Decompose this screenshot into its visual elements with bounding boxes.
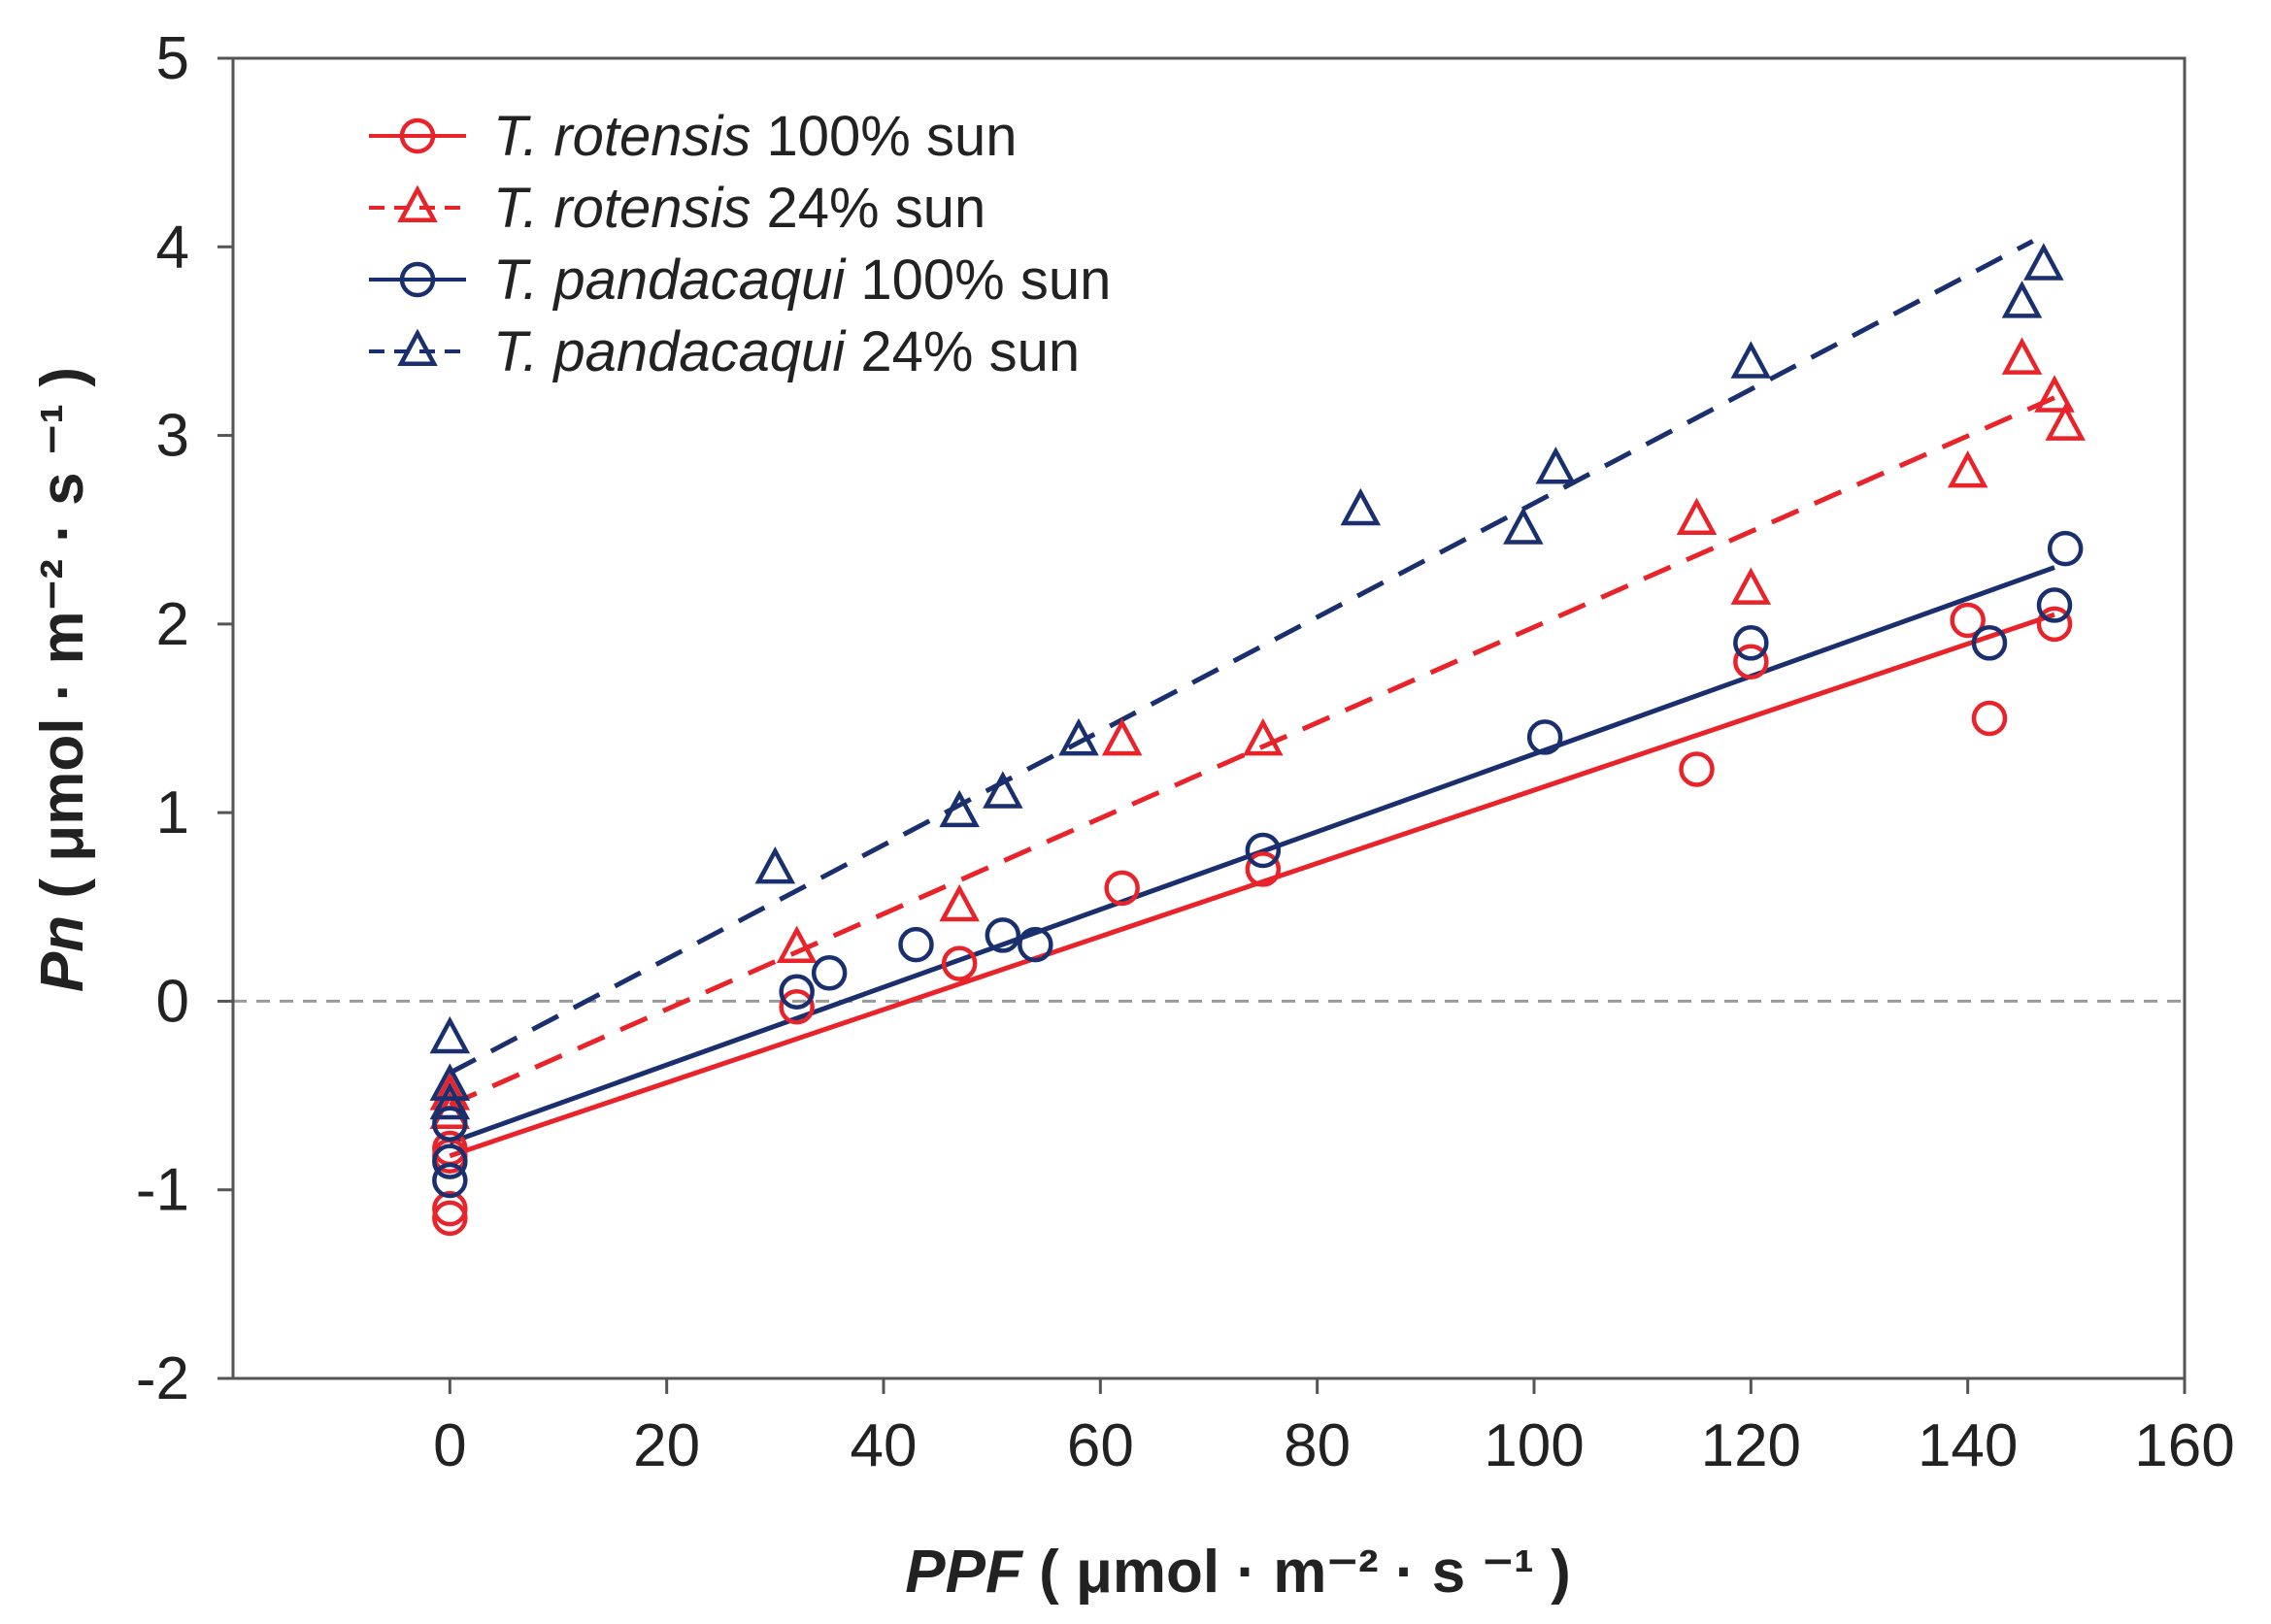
data-point-series-2 (1018, 926, 1053, 963)
fit-line-series-3 (449, 239, 2034, 1076)
legend-label-0: T. rotensis 100% sun (493, 105, 1018, 168)
legend-label-treatment: 24% sun (751, 177, 985, 240)
data-point-series-1 (1101, 717, 1143, 756)
data-point-series-3 (1503, 507, 1544, 545)
legend-label-1: T. rotensis 24% sun (493, 177, 985, 240)
data-point-series-3 (429, 1063, 471, 1101)
data-point-series-3 (1535, 447, 1577, 484)
legend-marker-3 (397, 328, 438, 366)
data-point-series-0 (1245, 851, 1282, 887)
data-point-series-0 (1950, 602, 1986, 639)
data-point-series-0 (432, 1190, 468, 1227)
x-axis-title-var: PPF (905, 1539, 1024, 1606)
y-tick-label: 5 (156, 25, 189, 92)
data-point-series-2 (2036, 587, 2073, 623)
x-tick-label: 0 (433, 1412, 466, 1479)
data-point-series-2 (1971, 625, 2008, 661)
legend-marker-2 (399, 261, 436, 298)
data-point-series-3 (754, 845, 796, 884)
legend-label-species: T. pandacaqui (493, 320, 847, 383)
data-point-series-3 (429, 1081, 471, 1120)
legend-label-species: T. pandacaqui (493, 249, 847, 312)
data-point-series-2 (1733, 625, 1769, 661)
data-point-series-2 (432, 1106, 468, 1142)
x-tick-label: 40 (851, 1412, 918, 1479)
data-point-series-1 (2045, 403, 2086, 441)
data-point-series-1 (1676, 497, 1718, 535)
x-axis-title-unit: ( μmol · m⁻² · s ⁻¹ ) (1022, 1539, 1571, 1606)
data-points-layer (429, 243, 2086, 1237)
fit-line-series-1 (449, 395, 2056, 1108)
y-tick-label: 4 (156, 214, 189, 281)
fit-line-series-0 (449, 612, 2055, 1159)
data-point-series-3 (983, 771, 1023, 809)
data-point-series-2 (432, 1162, 468, 1199)
data-point-series-2 (811, 955, 848, 991)
data-point-series-3 (1730, 341, 1772, 379)
y-axis-title: Pn ( μmol · m⁻² · s ⁻¹ ) (29, 367, 96, 992)
x-tick-label: 140 (1918, 1412, 2018, 1479)
data-point-series-2 (1526, 719, 1563, 755)
data-point-series-3 (2001, 281, 2043, 318)
y-tick-label: 0 (156, 968, 189, 1035)
axis-labels-layer: PPF ( μmol · m⁻² · s ⁻¹ )Pn ( μmol · m⁻²… (29, 367, 1571, 1606)
data-point-series-1 (776, 925, 818, 964)
data-point-series-0 (2036, 606, 2073, 643)
data-point-series-1 (1243, 717, 1284, 756)
y-tick-label: -2 (136, 1345, 189, 1412)
legend-label-treatment: 100% sun (751, 105, 1017, 168)
legend-label-treatment: 24% sun (845, 320, 1080, 383)
x-tick-label: 120 (1701, 1412, 1801, 1479)
data-point-series-0 (1971, 700, 2008, 737)
data-point-series-0 (432, 1200, 468, 1237)
data-point-series-0 (941, 945, 978, 981)
y-axis-title-var: Pn (29, 915, 96, 992)
x-axis-title: PPF ( μmol · m⁻² · s ⁻¹ ) (905, 1539, 1571, 1606)
data-point-series-2 (779, 974, 815, 1010)
data-point-series-2 (898, 926, 934, 963)
data-point-series-0 (1104, 870, 1140, 907)
data-point-series-0 (1679, 751, 1715, 787)
y-tick-label: 1 (156, 779, 189, 846)
x-tick-label: 20 (633, 1412, 700, 1479)
legend-label-species: T. rotensis (493, 105, 751, 168)
data-point-series-2 (1245, 832, 1282, 869)
data-point-series-3 (939, 789, 980, 828)
data-point-series-3 (429, 1015, 471, 1054)
legend-label-2: T. pandacaqui 100% sun (493, 249, 1111, 312)
y-tick-label: -1 (136, 1157, 189, 1224)
data-point-series-0 (779, 989, 815, 1025)
data-point-series-3 (1058, 717, 1099, 756)
data-point-series-0 (1733, 644, 1769, 679)
fit-lines-layer (449, 239, 2056, 1159)
x-tick-label: 160 (2134, 1412, 2234, 1479)
data-point-series-1 (1730, 567, 1772, 605)
data-point-series-1 (2001, 337, 2043, 375)
y-tick-label: 2 (156, 591, 189, 658)
x-tick-label: 80 (1284, 1412, 1351, 1479)
data-point-series-2 (432, 1143, 468, 1179)
legend-label-species: T. rotensis (493, 177, 751, 240)
data-point-series-2 (2047, 530, 2084, 567)
fit-line-series-2 (449, 565, 2055, 1145)
data-point-series-1 (939, 883, 980, 922)
x-tick-label: 100 (1484, 1412, 1584, 1479)
plot-frame (231, 56, 2187, 1380)
legend-marker-1 (397, 184, 438, 222)
data-point-series-1 (1947, 449, 1988, 488)
legend-label-3: T. pandacaqui 24% sun (493, 320, 1080, 383)
axes-layer: 0 20 40 60 80 100 120 140 160 -2 -1 0 1 2 3 4 5 (136, 25, 2235, 1479)
y-axis-title-unit: ( μmol · m⁻² · s ⁻¹ ) (29, 367, 96, 915)
data-point-series-3 (1340, 487, 1382, 526)
y-tick-label: 3 (156, 403, 189, 470)
data-point-series-3 (2023, 243, 2064, 281)
data-point-series-2 (985, 917, 1021, 953)
legend-label-treatment: 100% sun (845, 249, 1111, 312)
data-point-series-1 (2034, 375, 2075, 413)
legend-marker-0 (399, 117, 436, 154)
x-tick-label: 60 (1067, 1412, 1134, 1479)
